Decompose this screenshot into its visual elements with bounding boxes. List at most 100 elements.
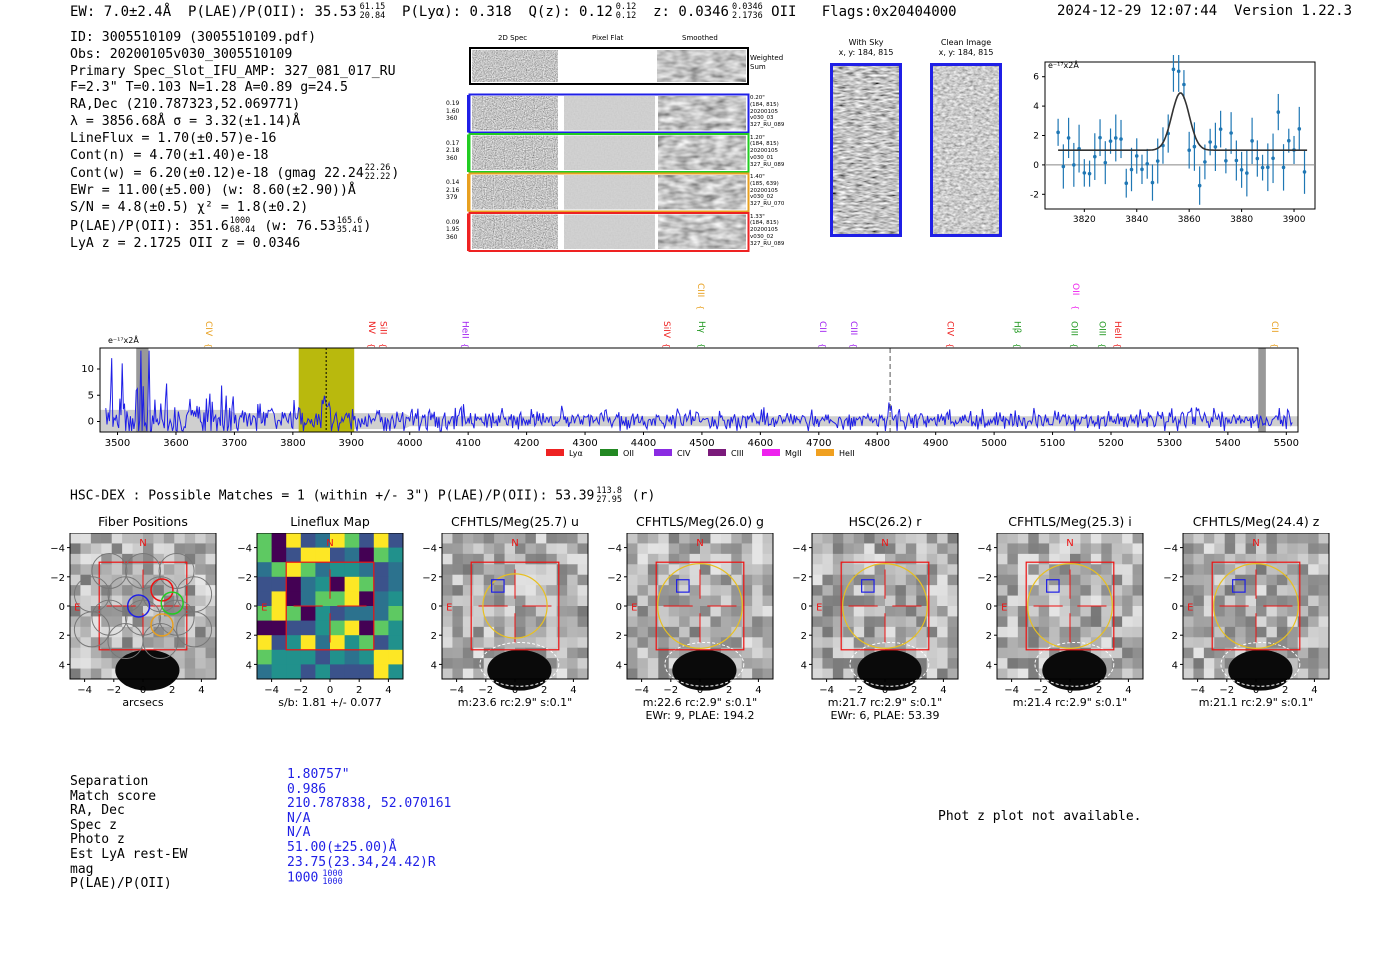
cutout-pixel [90, 668, 102, 680]
cutout-pixel [1080, 606, 1092, 617]
flux-pixel [286, 620, 302, 636]
cutout-pixel [556, 595, 568, 607]
cutout-pixel [895, 616, 907, 628]
cutout-pixel [1038, 553, 1050, 565]
cutout-pixel [720, 533, 732, 544]
cutout-pixel [111, 574, 123, 586]
match-box [491, 579, 505, 593]
cutout-pixel [1245, 606, 1257, 617]
cutout-pixel [515, 606, 526, 617]
spec2d-left-value: 360 [446, 154, 458, 162]
cutout-pixel [937, 574, 949, 586]
cutout-pixel [812, 647, 823, 659]
cutout-pixel [111, 585, 123, 597]
cutout-pixel [452, 616, 464, 628]
spec2d-left-value: 0.09 [446, 218, 460, 226]
match-labels: Separation Match score RA, Dec Spec z Photo … [70, 774, 187, 892]
flux-pixel [315, 591, 331, 607]
zoom-point [1119, 137, 1123, 141]
cutout-pixel [546, 637, 558, 649]
cutout-pixel [1235, 553, 1247, 565]
info-fwhm: F=2.3" T=0.103 N=1.28 A=0.89 g=24.5 [70, 80, 348, 96]
spec2d-right-value: (185, 639) [750, 180, 779, 187]
flux-pixel [315, 649, 331, 665]
cutout-pixel [1245, 595, 1257, 607]
cutout-pixel [1266, 533, 1278, 544]
zoom-point [1124, 181, 1129, 185]
cutout-pixel [926, 595, 938, 607]
cutout-pixel [205, 595, 217, 607]
full-error-band [100, 409, 1298, 432]
cutout-pixel [689, 574, 701, 586]
cutout-pixel [1193, 553, 1205, 565]
cutout-pixel [647, 553, 659, 565]
cutout-pixel [504, 616, 516, 628]
cutout-pixel [567, 595, 579, 607]
hsc-xtick-label: 2 [356, 685, 362, 696]
hsc-ytick-label: 4 [986, 660, 992, 671]
cutout-pixel [741, 658, 753, 670]
cutout-pixel [184, 564, 196, 576]
cutout-pixel [1224, 626, 1236, 638]
cutout-pixel [525, 553, 537, 565]
cutout-pixel [111, 626, 123, 638]
hsc-xtick-label: 4 [385, 685, 391, 696]
flux-pixel [271, 649, 287, 665]
hsc-xtick-label: −2 [1219, 685, 1234, 696]
cutout-pixel [1276, 553, 1288, 565]
aperture-box [98, 561, 188, 651]
full-mask-band [1258, 348, 1266, 432]
hsc-caption-line: arcsecs [122, 696, 164, 709]
flux-pixel [344, 562, 360, 578]
cutout-pixel [90, 595, 102, 607]
cutout-pixel [916, 553, 928, 565]
cutout-pixel [1090, 533, 1102, 544]
cutout-pixel [80, 574, 92, 586]
cutout-pixel [916, 533, 928, 544]
cutout-pixel [174, 637, 186, 649]
cutout-pixel [1101, 533, 1113, 544]
cutout-pixel [1297, 606, 1309, 617]
cutout-pixel [577, 595, 589, 607]
cutout-pixel [1049, 533, 1061, 544]
cutout-pixel [1038, 533, 1050, 544]
cutout-pixel [205, 606, 217, 617]
cutout-pixel [556, 647, 568, 659]
hsc-caption-line: EWr: 9, PLAE: 194.2 [645, 709, 755, 722]
cutout-pixel [556, 616, 568, 628]
north-label: N [511, 538, 518, 549]
cutout-pixel [689, 553, 701, 565]
hsc-ytick-label: −2 [792, 573, 807, 584]
flux-pixel [359, 547, 375, 563]
cutout-pixel [1224, 533, 1236, 544]
cutout-pixel [812, 585, 823, 597]
match-value-plae: 1000 1000 1000 [287, 870, 451, 887]
flux-pixel [300, 649, 316, 665]
cutout-pixel [1111, 637, 1123, 649]
cutout-pixel [111, 606, 123, 617]
full-xtick-label: 3600 [163, 438, 188, 449]
aperture-circle [1027, 563, 1113, 649]
cutout-pixel [90, 647, 102, 659]
cutout-pixel [637, 626, 649, 638]
cutout-pixel [627, 595, 638, 607]
hsc-panel-title: Fiber Positions [98, 514, 188, 529]
hsc-xtick-label: 0 [1253, 685, 1259, 696]
cutout-pixel [1122, 543, 1134, 555]
hsc-xtick-label: 2 [1282, 685, 1288, 696]
cutout-pixel [70, 626, 81, 638]
flux-pixel [330, 664, 346, 680]
cutout-pixel [1308, 616, 1320, 628]
info-contw-sub: 22.22 [364, 172, 391, 183]
full-xtick-label: 4600 [748, 438, 773, 449]
weighted-label-1: Weighted [750, 54, 784, 62]
cutout-pixel [679, 647, 691, 659]
cutout-pixel [442, 658, 453, 670]
spectral-line-bracket: { [204, 343, 213, 348]
hsc-ytick-label: −4 [1163, 544, 1178, 555]
hsc-panel-caption: arcsecs [45, 696, 241, 709]
cutout-pixel [163, 553, 175, 565]
cutout-pixel [1276, 637, 1288, 649]
bright-source-ellipse [479, 641, 560, 687]
cutout-pixel [926, 564, 938, 576]
